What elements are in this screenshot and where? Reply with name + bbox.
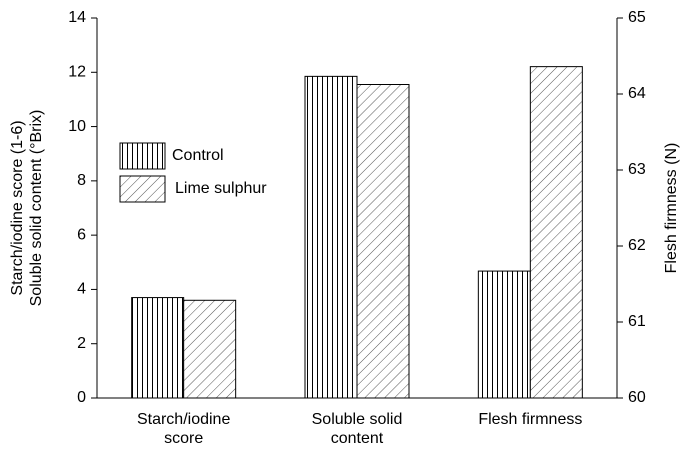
legend-swatch <box>119 175 166 203</box>
y-axis-label: Soluble solid content (°Brix) <box>28 110 45 307</box>
y-axis-label: Starch/iodine score (1-6) <box>9 120 26 295</box>
y2-axis-label: Flesh firmness (N) <box>663 143 680 274</box>
bar <box>356 84 410 399</box>
y-tick-label: 2 <box>77 335 86 352</box>
y-tick-label: 10 <box>68 118 86 135</box>
legend-swatch <box>119 142 166 170</box>
bar <box>183 299 237 399</box>
y-tick-label: 12 <box>68 64 86 81</box>
y2-tick-label: 63 <box>628 161 646 178</box>
bar <box>529 66 583 399</box>
x-tick-label: Flesh firmness <box>478 411 583 428</box>
y-tick-label: 0 <box>77 389 86 406</box>
legend-label: Control <box>172 147 224 164</box>
x-tick-label: Starch/iodine score <box>136 411 231 447</box>
bar <box>477 270 531 399</box>
x-tick-label: Soluble solid content <box>311 411 403 447</box>
y2-tick-label: 62 <box>628 237 646 254</box>
y2-tick-label: 61 <box>628 313 646 330</box>
y2-tick-label: 64 <box>628 85 646 102</box>
y2-tick-label: 60 <box>628 389 646 406</box>
y2-tick-label: 65 <box>628 9 646 26</box>
axis-frame <box>96 18 618 399</box>
y-tick-label: 8 <box>77 172 86 189</box>
bar <box>304 75 358 399</box>
legend-label: Lime sulphur <box>175 180 267 197</box>
y-tick-label: 14 <box>68 9 86 26</box>
bar <box>131 297 185 399</box>
y-tick-label: 6 <box>77 226 86 243</box>
y-tick-label: 4 <box>77 281 86 298</box>
